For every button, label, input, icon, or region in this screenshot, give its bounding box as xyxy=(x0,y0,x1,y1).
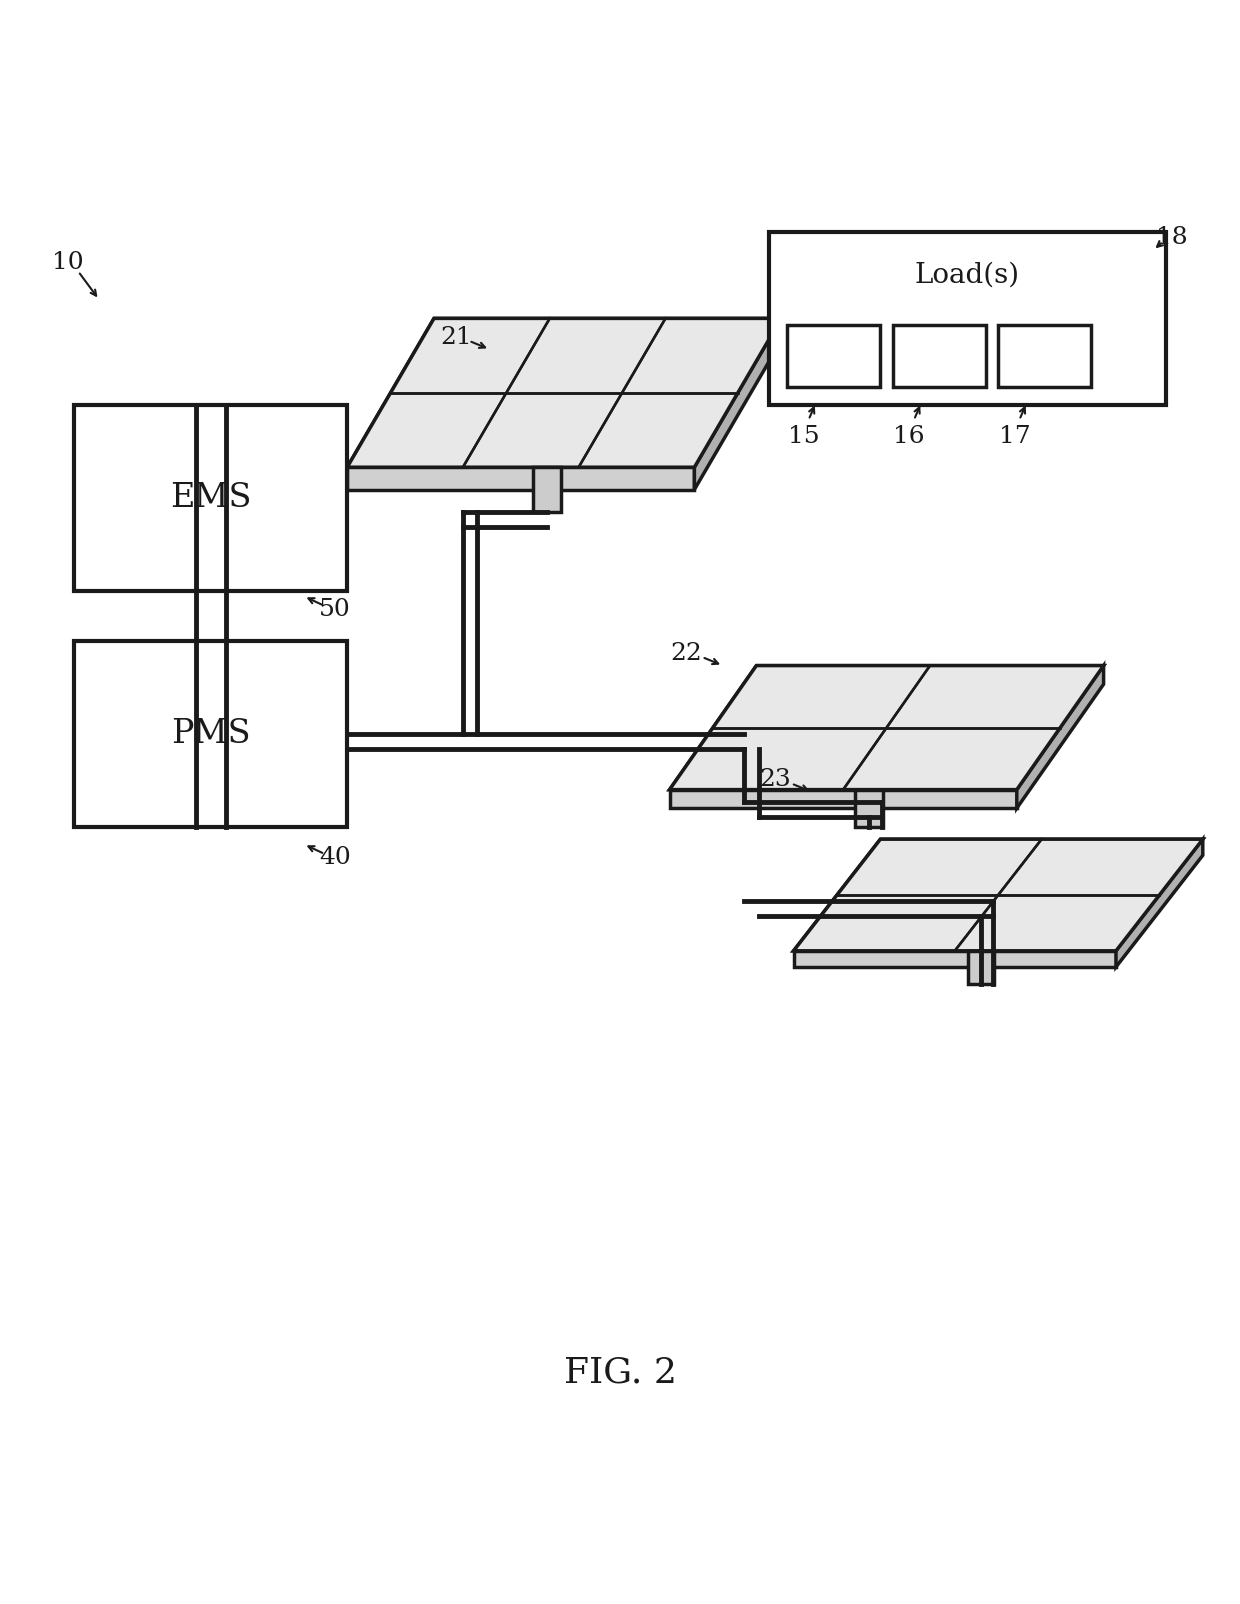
Polygon shape xyxy=(347,319,781,467)
Text: 18: 18 xyxy=(1156,226,1188,249)
Polygon shape xyxy=(1116,839,1203,967)
Text: EMS: EMS xyxy=(170,483,252,515)
Text: 15: 15 xyxy=(787,425,820,448)
Text: FIG. 2: FIG. 2 xyxy=(563,1355,677,1389)
FancyBboxPatch shape xyxy=(74,642,347,826)
Text: 21: 21 xyxy=(440,326,472,348)
Text: 40: 40 xyxy=(319,847,351,869)
FancyBboxPatch shape xyxy=(74,406,347,592)
FancyBboxPatch shape xyxy=(533,467,560,512)
Polygon shape xyxy=(670,666,1104,789)
Text: 10: 10 xyxy=(52,252,84,274)
Text: 17: 17 xyxy=(998,425,1030,448)
Text: PMS: PMS xyxy=(171,719,250,749)
FancyBboxPatch shape xyxy=(968,951,993,983)
FancyBboxPatch shape xyxy=(893,324,986,387)
Text: Load(s): Load(s) xyxy=(915,261,1019,289)
Text: 16: 16 xyxy=(893,425,925,448)
FancyBboxPatch shape xyxy=(769,231,1166,406)
Text: 50: 50 xyxy=(319,598,351,621)
Text: 23: 23 xyxy=(759,768,791,791)
Polygon shape xyxy=(347,467,694,489)
FancyBboxPatch shape xyxy=(787,324,880,387)
FancyBboxPatch shape xyxy=(998,324,1091,387)
FancyBboxPatch shape xyxy=(856,789,883,826)
Polygon shape xyxy=(670,789,1017,808)
Polygon shape xyxy=(1017,666,1104,808)
Polygon shape xyxy=(794,951,1116,967)
Polygon shape xyxy=(794,839,1203,951)
Text: 22: 22 xyxy=(670,642,702,664)
Polygon shape xyxy=(694,319,781,489)
